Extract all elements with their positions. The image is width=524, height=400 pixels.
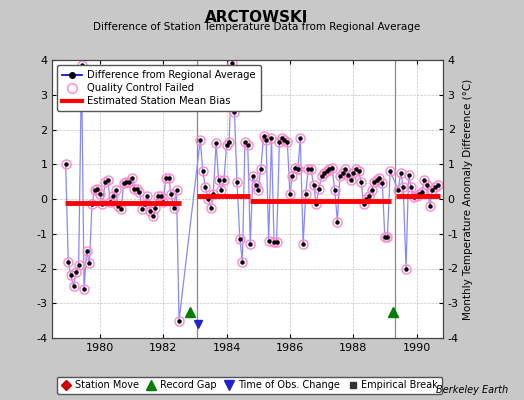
- Text: ARCTOWSKI: ARCTOWSKI: [205, 10, 309, 25]
- Legend: Station Move, Record Gap, Time of Obs. Change, Empirical Break: Station Move, Record Gap, Time of Obs. C…: [57, 376, 442, 394]
- Text: Difference of Station Temperature Data from Regional Average: Difference of Station Temperature Data f…: [93, 22, 420, 32]
- Text: Berkeley Earth: Berkeley Earth: [436, 385, 508, 395]
- Y-axis label: Monthly Temperature Anomaly Difference (°C): Monthly Temperature Anomaly Difference (…: [463, 78, 473, 320]
